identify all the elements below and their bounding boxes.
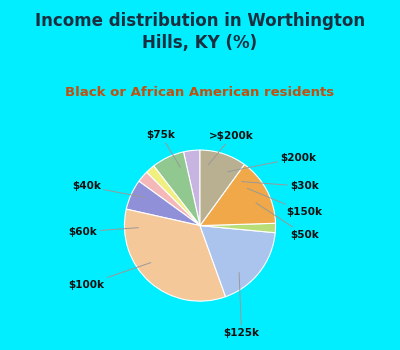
Text: $100k: $100k	[69, 262, 151, 289]
Wedge shape	[124, 209, 226, 301]
Wedge shape	[154, 152, 200, 226]
Text: Income distribution in Worthington
Hills, KY (%): Income distribution in Worthington Hills…	[35, 12, 365, 52]
Text: $150k: $150k	[247, 188, 322, 217]
Text: $60k: $60k	[68, 227, 138, 237]
Text: $40k: $40k	[72, 181, 145, 197]
Text: $200k: $200k	[228, 153, 316, 172]
Wedge shape	[139, 172, 200, 226]
Wedge shape	[200, 223, 276, 233]
Wedge shape	[200, 164, 276, 226]
Wedge shape	[146, 166, 200, 226]
Text: $50k: $50k	[256, 203, 319, 240]
Text: $30k: $30k	[242, 181, 319, 191]
Text: Black or African American residents: Black or African American residents	[66, 86, 334, 99]
Text: $75k: $75k	[146, 130, 180, 167]
Wedge shape	[200, 226, 275, 297]
Text: >$200k: >$200k	[208, 132, 254, 165]
Text: $125k: $125k	[224, 273, 260, 338]
Wedge shape	[126, 181, 200, 226]
Wedge shape	[200, 150, 244, 226]
Wedge shape	[184, 150, 200, 226]
